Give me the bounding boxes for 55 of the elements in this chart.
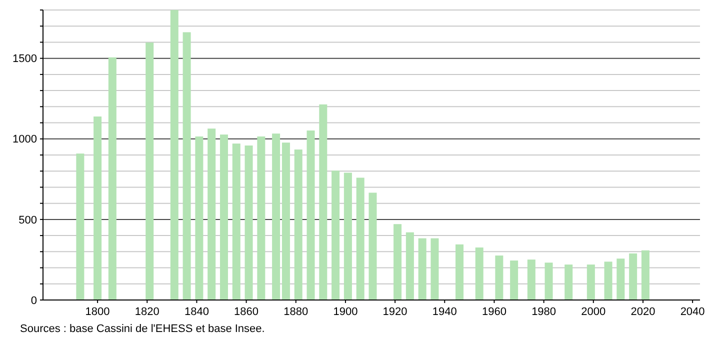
bar: [244, 145, 253, 300]
bar: [394, 224, 402, 300]
bar: [527, 260, 536, 300]
x-tick-label: 2020: [630, 306, 656, 318]
bar: [272, 134, 280, 300]
bar: [495, 256, 504, 300]
bar: [76, 154, 84, 300]
bar: [510, 260, 518, 300]
bar: [641, 250, 650, 300]
x-tick-label: 2040: [680, 306, 705, 318]
bar: [232, 144, 240, 300]
x-tick-label: 1860: [234, 306, 259, 318]
y-tick-label: 500: [18, 214, 37, 226]
bar: [332, 170, 340, 300]
bar: [475, 247, 484, 300]
bar: [430, 238, 439, 300]
bar: [456, 244, 464, 300]
bar: [368, 192, 377, 300]
bar: [294, 150, 302, 300]
bar: [586, 264, 595, 300]
bar: [344, 172, 352, 300]
y-tick-label: 0: [30, 294, 37, 307]
bar: [282, 142, 290, 300]
bar: [182, 32, 191, 300]
bar: [564, 264, 573, 300]
bar: [108, 57, 116, 300]
x-tick-label: 1940: [432, 306, 457, 318]
x-tick-label: 1980: [532, 306, 556, 318]
x-tick-label: 1800: [85, 306, 110, 318]
y-tick-label: 1500: [12, 53, 37, 66]
bar: [94, 116, 102, 300]
bar: [195, 136, 204, 300]
bar: [220, 134, 228, 300]
bar: [306, 130, 315, 300]
x-tick-label: 1900: [333, 306, 358, 318]
bar: [170, 10, 178, 300]
bar: [418, 238, 426, 300]
bar: [406, 232, 414, 300]
bar: [146, 42, 154, 300]
source-note: Sources : base Cassini de l'EHESS et base Insee.: [20, 323, 265, 335]
bar: [319, 104, 328, 300]
bar: [208, 128, 216, 300]
x-tick-label: 1920: [382, 306, 408, 318]
bar: [356, 178, 364, 300]
bar: [604, 262, 612, 300]
bar: [544, 262, 553, 300]
x-tick-label: 1880: [284, 306, 308, 318]
x-tick-label: 1840: [184, 306, 209, 318]
x-tick-label: 1820: [134, 306, 160, 318]
y-tick-label: 1000: [12, 134, 37, 146]
bar: [257, 136, 266, 300]
bar: [629, 253, 638, 300]
x-tick-label: 1960: [482, 306, 506, 318]
bar: [616, 258, 625, 300]
x-tick-label: 2000: [581, 306, 606, 318]
